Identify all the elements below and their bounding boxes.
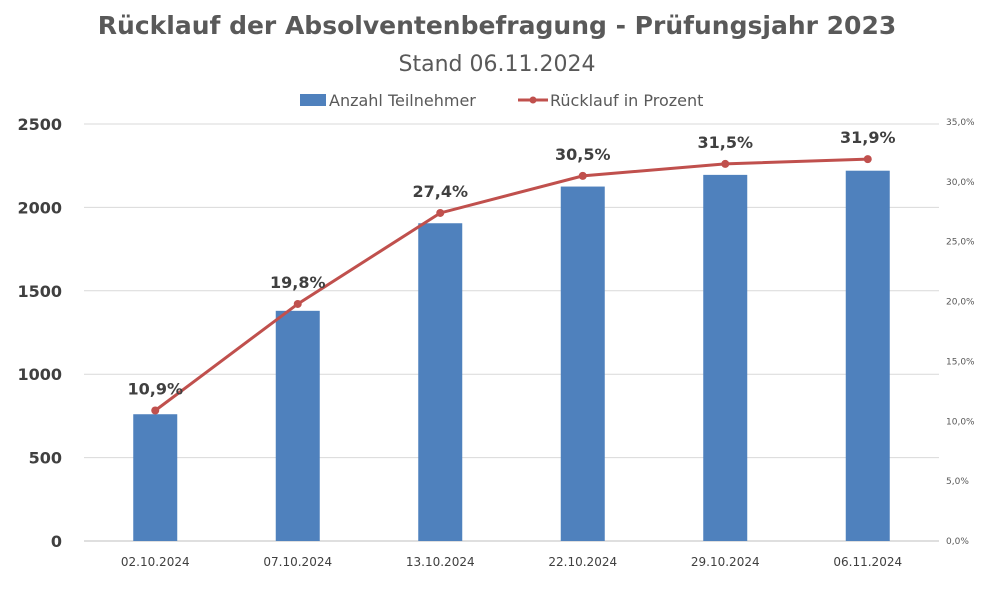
data-label: 30,5% (555, 145, 611, 164)
y-right-tick-label: 20,0% (946, 298, 975, 308)
y-left-tick-label: 2000 (17, 198, 62, 217)
y-left-tick-label: 500 (29, 449, 62, 468)
legend-swatch-marker (529, 96, 537, 104)
x-tick-label: 06.11.2024 (833, 555, 902, 569)
x-tick-label: 29.10.2024 (691, 555, 760, 569)
y-right-tick-label: 25,0% (946, 238, 975, 248)
data-label: 31,9% (840, 128, 896, 147)
chart-title: Rücklauf der Absolventenbefragung - Prüf… (98, 11, 896, 40)
bar (845, 170, 890, 542)
y-right-tick-label: 15,0% (946, 357, 975, 367)
legend-label-bars: Anzahl Teilnehmer (329, 91, 476, 110)
data-label: 19,8% (270, 273, 326, 292)
line-point (721, 159, 730, 168)
y-right-tick-label: 35,0% (946, 118, 975, 128)
bar (275, 310, 320, 541)
y-left-tick-label: 2500 (17, 115, 62, 134)
data-label: 27,4% (412, 182, 468, 201)
y-right-tick-label: 10,0% (946, 417, 975, 427)
legend: Anzahl Teilnehmer Rücklauf in Prozent (300, 91, 703, 110)
x-tick-label: 22.10.2024 (548, 555, 617, 569)
line-point (436, 208, 445, 217)
data-label: 31,5% (697, 133, 753, 152)
x-tick-label: 02.10.2024 (121, 555, 190, 569)
y-left-tick-label: 1000 (17, 365, 62, 384)
bar (560, 186, 605, 542)
legend-label-line: Rücklauf in Prozent (550, 91, 703, 110)
line-point (578, 171, 587, 180)
x-tick-label: 07.10.2024 (263, 555, 332, 569)
bar (703, 174, 748, 541)
bar (418, 223, 463, 541)
legend-swatch-bars (300, 94, 326, 106)
line-point (293, 299, 302, 308)
data-label: 10,9% (127, 380, 183, 399)
line-point (151, 406, 160, 415)
x-tick-label: 13.10.2024 (406, 555, 475, 569)
y-left-tick-label: 0 (51, 532, 62, 551)
line-series (154, 157, 868, 412)
y-right-tick-label: 0,0% (946, 537, 969, 547)
y-right-tick-label: 30,0% (946, 178, 975, 188)
y-right-tick-label: 5,0% (946, 477, 969, 487)
chart-subtitle: Stand 06.11.2024 (399, 52, 596, 77)
bar (133, 414, 178, 541)
line-point (863, 155, 872, 164)
y-left-tick-label: 1500 (17, 282, 62, 301)
